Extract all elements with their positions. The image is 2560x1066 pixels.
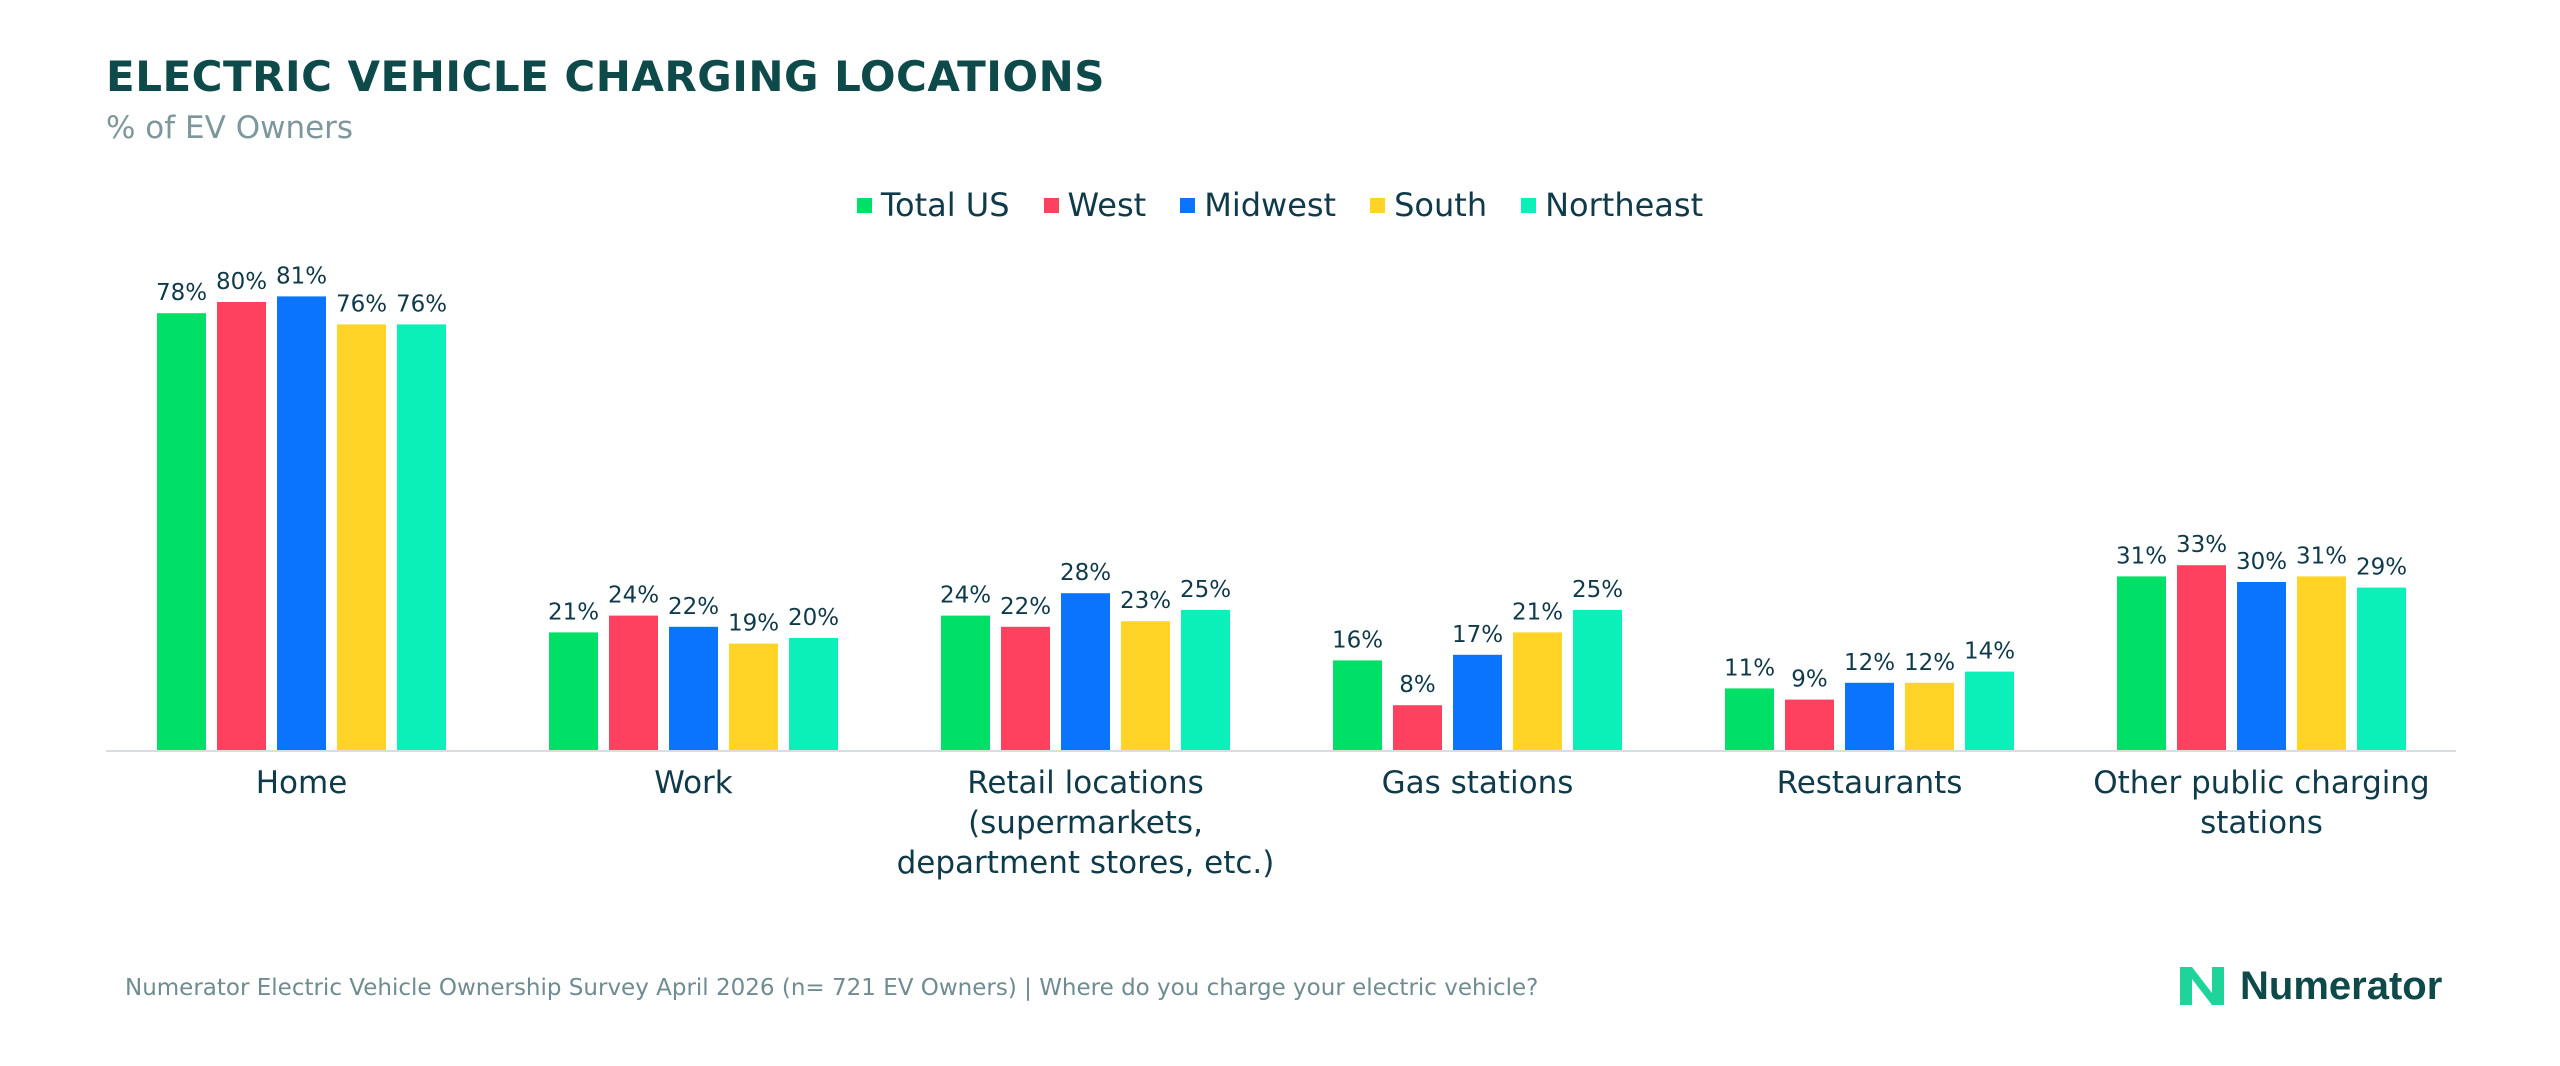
numerator-logo: Numerator bbox=[2176, 963, 2442, 1009]
bar bbox=[277, 296, 326, 750]
category-label: Work bbox=[654, 765, 733, 801]
data-label: 76% bbox=[336, 291, 387, 317]
legend-item: South bbox=[1370, 186, 1487, 224]
bar bbox=[549, 632, 598, 750]
data-label: 14% bbox=[1964, 639, 2015, 665]
bar bbox=[1333, 660, 1382, 750]
bar bbox=[1181, 610, 1230, 750]
data-label: 21% bbox=[548, 599, 599, 625]
bar bbox=[217, 302, 266, 750]
bar bbox=[1453, 654, 1502, 750]
data-label: 24% bbox=[608, 583, 659, 609]
bar bbox=[2357, 587, 2406, 750]
bar bbox=[337, 324, 386, 750]
bar bbox=[609, 615, 658, 750]
bar bbox=[1573, 610, 1622, 750]
data-label: 22% bbox=[1000, 594, 1051, 620]
bar bbox=[1905, 682, 1954, 750]
data-label: 12% bbox=[1904, 650, 1955, 676]
legend-swatch bbox=[1043, 197, 1059, 213]
bar bbox=[1121, 621, 1170, 750]
data-label: 17% bbox=[1452, 622, 1503, 648]
data-label: 8% bbox=[1399, 672, 1436, 698]
legend-item: Northeast bbox=[1521, 186, 1703, 224]
legend-swatch bbox=[1180, 197, 1196, 213]
data-label: 29% bbox=[2356, 555, 2407, 581]
data-label: 31% bbox=[2296, 543, 2347, 569]
data-label: 76% bbox=[396, 291, 447, 317]
source-footnote: Numerator Electric Vehicle Ownership Sur… bbox=[125, 975, 1539, 1001]
bar bbox=[1001, 626, 1050, 750]
category-label: Gas stations bbox=[1382, 765, 1574, 801]
bar bbox=[1393, 705, 1442, 750]
legend-item: West bbox=[1043, 186, 1147, 224]
data-label: 31% bbox=[2116, 543, 2167, 569]
data-label: 25% bbox=[1180, 577, 1231, 603]
logo-wordmark: Numerator bbox=[2240, 963, 2443, 1008]
bar bbox=[2297, 576, 2346, 750]
category-label: Restaurants bbox=[1777, 765, 1963, 801]
data-label: 80% bbox=[216, 269, 267, 295]
data-label: 24% bbox=[940, 583, 991, 609]
data-label: 12% bbox=[1844, 650, 1895, 676]
data-label: 23% bbox=[1120, 588, 1171, 614]
bar bbox=[2177, 565, 2226, 750]
numerator-logo-icon bbox=[2180, 967, 2224, 1005]
category-label: Other public charging bbox=[2093, 765, 2430, 801]
legend-swatch bbox=[1521, 197, 1537, 213]
legend-swatch bbox=[1370, 197, 1386, 213]
category-label: department stores, etc.) bbox=[897, 845, 1275, 881]
bar bbox=[2237, 582, 2286, 750]
data-label: 19% bbox=[728, 611, 779, 637]
legend-label: Northeast bbox=[1545, 186, 1704, 224]
data-label: 30% bbox=[2236, 549, 2287, 575]
legend-label: South bbox=[1394, 186, 1488, 224]
bar bbox=[2117, 576, 2166, 750]
data-label: 28% bbox=[1060, 560, 1111, 586]
bar bbox=[1845, 682, 1894, 750]
data-label: 25% bbox=[1572, 577, 1623, 603]
data-label: 81% bbox=[276, 263, 327, 289]
data-label: 20% bbox=[788, 605, 839, 631]
category-label: (supermarkets, bbox=[968, 805, 1203, 841]
category-label: stations bbox=[2200, 805, 2323, 841]
chart-subtitle: % of EV Owners bbox=[106, 110, 354, 146]
legend-label: Total US bbox=[880, 186, 1010, 224]
bar bbox=[729, 643, 778, 750]
legend: Total US West Midwest South Northeast bbox=[0, 186, 2560, 224]
data-label: 22% bbox=[668, 594, 719, 620]
bar bbox=[1061, 593, 1110, 750]
legend-swatch bbox=[856, 197, 872, 213]
data-label: 16% bbox=[1332, 627, 1383, 653]
legend-label: Midwest bbox=[1204, 186, 1337, 224]
legend-label: West bbox=[1067, 186, 1147, 224]
data-label: 11% bbox=[1724, 655, 1775, 681]
data-label: 21% bbox=[1512, 599, 1563, 625]
bar bbox=[1725, 688, 1774, 750]
bar bbox=[1513, 632, 1562, 750]
category-label: Retail locations bbox=[967, 765, 1204, 801]
bar bbox=[397, 324, 446, 750]
bar bbox=[941, 615, 990, 750]
data-label: 9% bbox=[1791, 667, 1828, 693]
bar bbox=[789, 638, 838, 750]
chart-title: ELECTRIC VEHICLE CHARGING LOCATIONS bbox=[106, 52, 1105, 101]
bar bbox=[1785, 699, 1834, 750]
bar bbox=[157, 313, 206, 750]
bar bbox=[1965, 671, 2014, 750]
data-label: 78% bbox=[156, 280, 207, 306]
data-label: 33% bbox=[2176, 532, 2227, 558]
legend-item: Total US bbox=[856, 186, 1010, 224]
bar bbox=[669, 626, 718, 750]
legend-item: Midwest bbox=[1180, 186, 1336, 224]
category-label: Home bbox=[256, 765, 348, 801]
